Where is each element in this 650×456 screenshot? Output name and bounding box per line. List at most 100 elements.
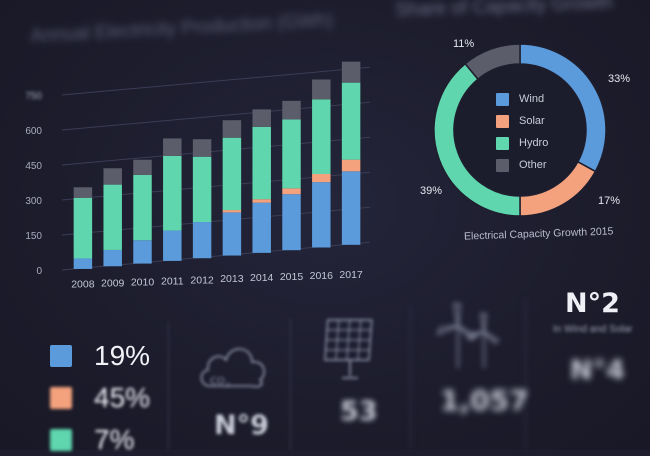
legend-swatch [496,114,509,128]
donut-chart-title: Share of Capacity Growth [395,0,614,21]
legend-item-solar: Solar [496,110,548,132]
turbine-blade [436,325,459,336]
bar-segment [133,240,152,264]
bar-segment [222,120,242,138]
donut-hole [455,65,585,195]
x-tick-label: 2017 [339,269,363,281]
stat-percent: 7% [94,424,135,455]
solar-value: 53 [340,396,378,427]
rank-bottom: N°4 [570,355,625,386]
bar-segment [103,249,122,267]
x-tick-label: 2011 [161,275,184,287]
bar-segment [341,82,361,160]
bar-segment [73,187,93,198]
y-tick-label: 450 [25,161,42,172]
bar-segment [192,222,212,259]
x-tick-label: 2015 [280,271,304,283]
turbine-blade [480,313,487,333]
solar-panel-icon [324,319,373,379]
divider [168,322,169,450]
y-tick-label: 300 [25,196,42,207]
legend-label: Wind [519,93,545,105]
gridline [61,66,371,96]
legend-label: Solar [519,115,545,127]
turbine-blade [466,331,485,340]
legend-item-hydro: Hydro [496,132,548,154]
bar-segment [73,197,93,259]
bar-segment [282,119,301,189]
bar-chart: 0 150 300 450 600 750 2008 2009 2010 2011 2012 2013… [25,61,371,291]
turbine-blade [483,331,500,344]
bar-segment [252,126,271,200]
donut-pct-other: 11% [453,38,475,50]
bar-segment [103,184,122,250]
bar-segment [282,194,301,251]
co2-rank: N°9 [214,410,269,441]
donut-pct-hydro: 39% [420,185,443,197]
bar-segment [133,174,152,241]
rank-subtitle: In Wind and Solar [553,324,633,335]
bar-segment [252,202,271,253]
bar-segment [163,155,182,231]
legend-label: Other [519,159,547,171]
bar-segment [312,173,331,183]
x-tick-label: 2008 [71,279,95,291]
stat-legend-row: 7% [50,424,134,456]
stat-swatch [50,345,72,367]
donut-pct-solar: 17% [598,195,621,207]
legend-item-other: Other [496,154,548,176]
stat-swatch [50,387,72,409]
bar-segment [192,156,212,223]
bar-segment [312,99,331,174]
x-tick-label: 2009 [101,278,125,290]
bar-chart-plot: 0 150 300 450 600 750 2008 2009 2010 2011 2012 2013… [25,61,371,291]
donut-chart [433,43,607,217]
y-tick-label: 600 [25,126,42,137]
legend-swatch [496,158,509,172]
turbine-blade [457,325,478,341]
bar-segment [222,137,242,211]
divider [525,298,526,450]
donut-legend: Wind Solar Hydro Other [496,88,548,176]
co2-text: CO [210,376,225,387]
bar-segment [341,61,361,83]
divider [410,305,411,450]
bar-segment [341,171,361,245]
solar-grid [324,319,373,361]
bar-segment [163,138,182,156]
bar-segment [282,100,301,120]
x-tick-label: 2010 [131,276,155,288]
legend-swatch [496,136,509,150]
co2-sub: 2 [226,382,230,389]
legend-swatch [496,92,509,106]
bar-segment [103,168,122,185]
y-tick-label: 750 [25,91,42,102]
legend-item-wind: Wind [496,88,548,110]
bar-segment [252,199,271,203]
rank-title: N°2 [565,288,620,319]
cloud-outline [200,348,265,388]
bar-segment [73,258,93,269]
donut-slice-other [464,43,521,81]
donut-plot [433,43,607,217]
x-tick-label: 2016 [310,270,334,282]
wind-turbine-icon [436,303,500,368]
bar-segment [282,188,301,195]
wind-value: 1,057 [440,384,529,417]
stat-legend-row: 45% [50,382,150,414]
stat-percent: 19% [94,340,151,371]
x-tick-label: 2012 [190,274,214,286]
bar-segment [222,212,242,256]
stat-percent: 45% [94,382,151,413]
bar-segment [312,182,331,248]
divider [290,318,291,450]
y-tick-label: 0 [36,266,42,277]
x-tick-label: 2013 [220,273,244,285]
y-tick-label: 150 [25,231,42,242]
stat-swatch [50,429,72,451]
bar-segment [163,230,182,261]
co2-cloud-icon: CO 2 [200,348,265,389]
bar-segment [252,109,271,127]
stat-legend-row: 19% [50,340,150,372]
